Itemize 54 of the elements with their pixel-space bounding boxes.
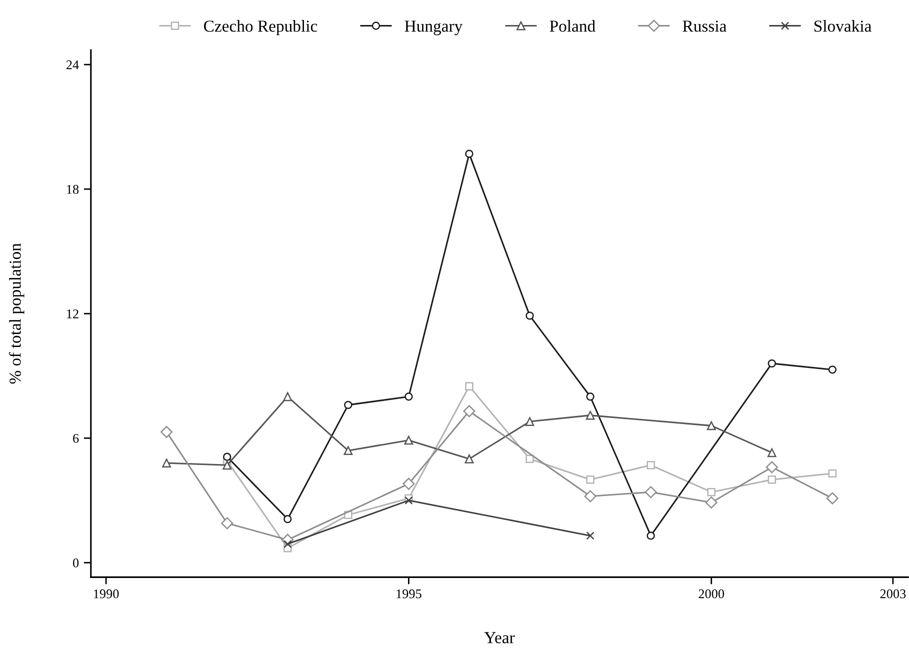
point	[586, 476, 594, 484]
y-tick-label: 24	[66, 60, 79, 70]
point	[402, 478, 415, 490]
point	[525, 417, 534, 426]
point	[221, 517, 234, 530]
x-tick-label: 1990	[94, 589, 119, 598]
legend-label: Russia	[682, 20, 726, 32]
point	[465, 382, 474, 390]
x-tick-label: 1995	[396, 589, 422, 598]
y-axis-title: % of total population	[8, 243, 24, 384]
legend-label: Czecho Republic	[204, 20, 318, 36]
y-tick-label: 18	[67, 184, 79, 194]
point	[646, 532, 655, 540]
point	[828, 469, 837, 478]
point	[646, 461, 655, 470]
point	[526, 312, 534, 320]
point	[826, 492, 838, 504]
point	[464, 454, 474, 464]
point	[586, 410, 595, 420]
point	[766, 461, 778, 474]
point	[404, 392, 413, 401]
point	[404, 436, 414, 445]
y-tick-label: 12	[67, 309, 78, 318]
point	[767, 448, 776, 458]
legend-label: Poland	[550, 20, 596, 32]
point	[344, 400, 352, 410]
y-tick-label: 0	[73, 558, 79, 568]
point	[283, 392, 292, 402]
point	[463, 405, 476, 418]
point	[160, 426, 173, 438]
point	[284, 514, 292, 524]
x-tick-label: 2003	[880, 589, 906, 598]
point	[465, 150, 474, 158]
point	[344, 446, 353, 456]
point	[223, 452, 232, 461]
point	[526, 454, 534, 463]
point	[644, 486, 657, 498]
point	[828, 366, 837, 374]
legend-label: Hungary	[404, 20, 463, 36]
point	[584, 490, 596, 502]
point	[768, 359, 776, 368]
point	[586, 392, 594, 401]
legend-label: Slovakia	[814, 20, 872, 32]
point	[222, 460, 232, 470]
point	[705, 496, 718, 509]
x-tick-label: 2000	[698, 589, 724, 598]
y-tick-label: 6	[73, 434, 79, 443]
point	[586, 532, 594, 540]
point	[768, 476, 776, 484]
point	[706, 421, 716, 430]
point	[707, 488, 716, 496]
point	[162, 458, 172, 468]
point	[404, 496, 413, 505]
x-axis-title: Year	[484, 632, 515, 644]
